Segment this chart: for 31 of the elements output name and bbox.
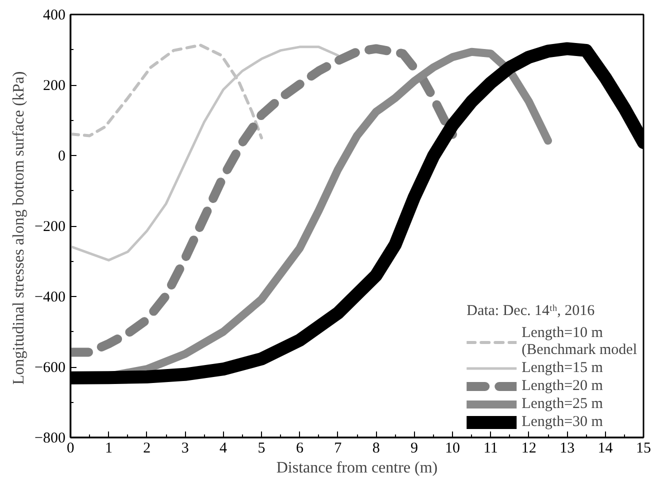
x-tick-label: 6 (296, 440, 304, 456)
legend-label: Length=25 m (522, 395, 603, 413)
y-tick-label: 400 (43, 8, 66, 24)
x-tick-label: 7 (334, 440, 342, 456)
x-tick-label: 3 (181, 440, 189, 456)
y-tick-label: 0 (58, 148, 66, 164)
y-tick-label: −400 (34, 290, 66, 306)
x-tick-label: 10 (445, 440, 460, 456)
x-tick-label: 13 (560, 440, 575, 456)
line-series (70, 46, 340, 262)
x-axis-title: Distance from centre (m) (276, 460, 438, 476)
legend-label: Length=30 m (522, 413, 603, 431)
x-tick-label: 8 (372, 440, 380, 456)
x-tick-label: 12 (521, 440, 536, 456)
x-tick-label: 4 (220, 440, 228, 456)
legend-label: Length=20 m (522, 377, 603, 395)
x-tick-label: 1 (104, 440, 112, 456)
y-tick-label: −200 (34, 219, 66, 235)
legend-label: Length=15 m (522, 359, 603, 377)
y-tick-label: −800 (34, 430, 66, 446)
x-tick-label: 9 (410, 440, 418, 456)
legend-label: Length=10 m (Benchmark model (522, 325, 637, 359)
x-tick-label: 2 (143, 440, 151, 456)
x-tick-label: 5 (258, 440, 266, 456)
y-tick-label: 200 (43, 78, 66, 94)
x-tick-label: 11 (483, 440, 498, 456)
x-tick-label: 14 (598, 440, 614, 456)
y-axis-title: Longitudinal stresses along bottom surface (kPa) (10, 71, 28, 385)
x-tick-label: 15 (636, 440, 651, 456)
legend-title: Data: Dec. 14ᵗʰ, 2016 (466, 303, 596, 320)
y-tick-label: −600 (34, 360, 66, 376)
